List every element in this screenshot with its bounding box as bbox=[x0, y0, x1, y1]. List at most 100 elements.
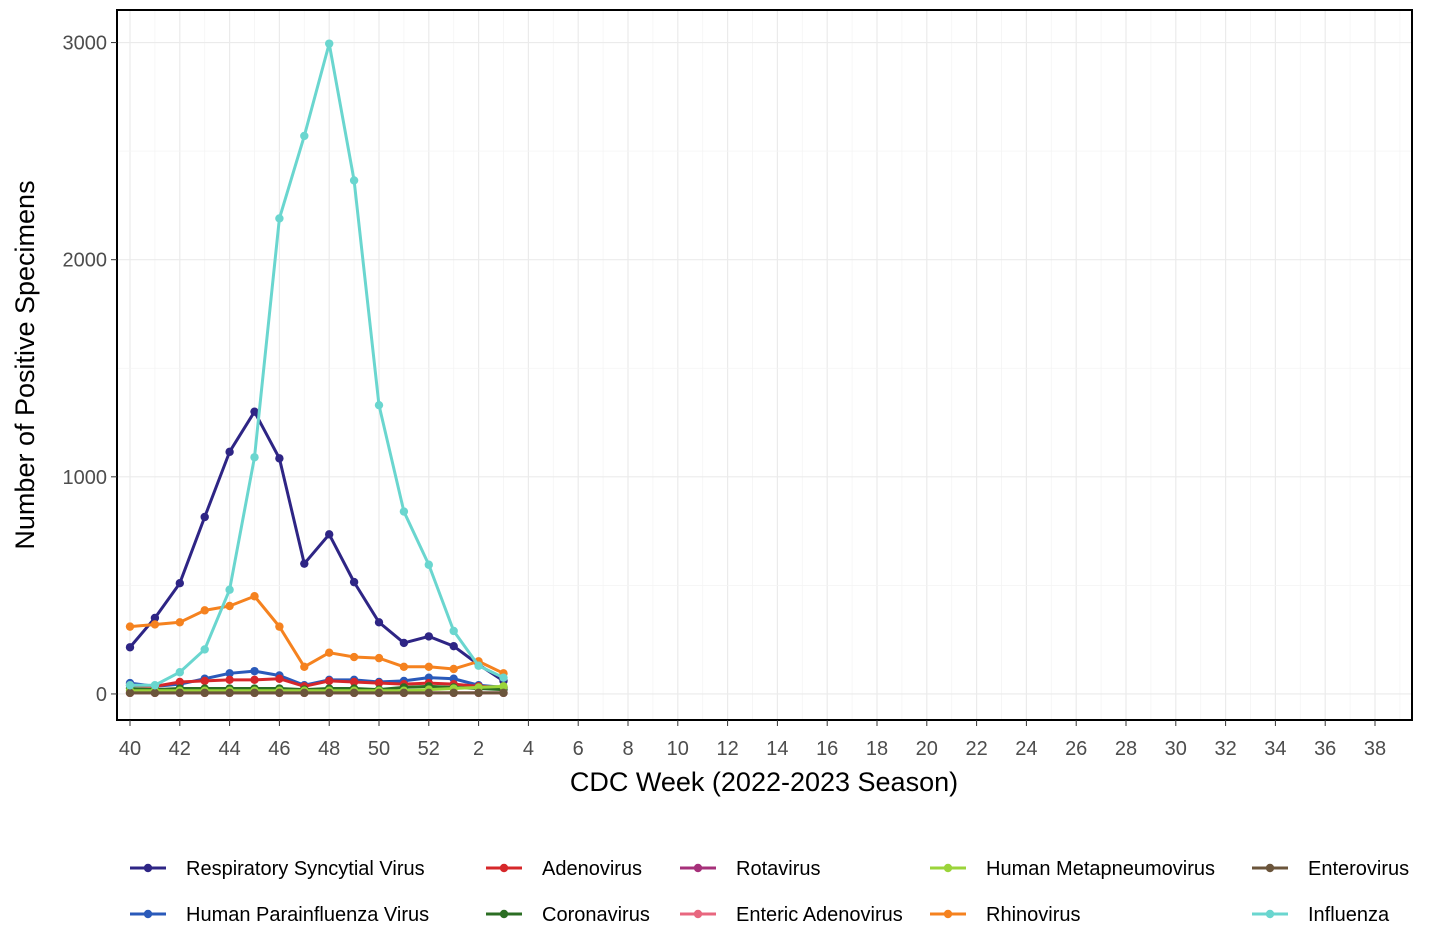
data-point bbox=[150, 688, 160, 698]
data-point bbox=[325, 676, 334, 686]
legend-item: Rotavirus bbox=[680, 858, 820, 880]
legend-label: Human Parainfluenza Virus bbox=[186, 904, 429, 926]
legend-key-point bbox=[693, 863, 703, 873]
legend-label: Rotavirus bbox=[736, 858, 820, 880]
series-line bbox=[129, 594, 505, 675]
x-tick-label: 4 bbox=[523, 738, 534, 760]
data-point bbox=[374, 653, 384, 663]
data-point bbox=[250, 675, 259, 685]
y-tick-label: 1000 bbox=[63, 467, 108, 489]
legend-key-point bbox=[1265, 863, 1275, 873]
legend-key-point bbox=[143, 909, 153, 919]
data-point bbox=[175, 579, 184, 588]
data-point bbox=[250, 666, 259, 676]
data-point bbox=[200, 688, 209, 698]
data-point bbox=[325, 530, 334, 539]
data-point bbox=[349, 688, 359, 698]
data-point bbox=[424, 688, 433, 698]
y-axis: 0 1000 2000 3000 bbox=[63, 33, 117, 706]
x-tick-label: 40 bbox=[119, 738, 141, 760]
data-point bbox=[250, 453, 259, 462]
legend-item: Human Metapneumovirus bbox=[930, 858, 1215, 880]
x-tick-label: 44 bbox=[218, 738, 240, 760]
legend-item: Respiratory Syncytial Virus bbox=[130, 858, 425, 880]
legend-key-point bbox=[143, 863, 153, 873]
data-point bbox=[300, 662, 309, 672]
data-point bbox=[399, 688, 409, 698]
data-point bbox=[449, 626, 458, 636]
data-point bbox=[225, 447, 234, 457]
data-point bbox=[225, 688, 234, 698]
data-point bbox=[325, 648, 334, 657]
data-point bbox=[499, 688, 508, 698]
x-tick-label: 26 bbox=[1065, 738, 1087, 760]
y-tick-label: 0 bbox=[96, 684, 107, 706]
data-point bbox=[300, 688, 309, 698]
data-point bbox=[424, 632, 433, 641]
data-point bbox=[225, 669, 234, 678]
legend-key-point bbox=[943, 909, 953, 919]
data-point bbox=[374, 618, 384, 627]
x-tick-label: 12 bbox=[716, 738, 738, 760]
series-line bbox=[129, 684, 504, 692]
data-point bbox=[374, 688, 384, 698]
data-point bbox=[200, 512, 209, 522]
data-point bbox=[200, 645, 209, 654]
series-line bbox=[130, 42, 505, 687]
data-point bbox=[300, 131, 309, 141]
x-axis-title: CDC Week (2022-2023 Season) bbox=[570, 767, 958, 797]
data-point bbox=[275, 688, 284, 698]
data-point bbox=[125, 643, 135, 652]
data-point bbox=[175, 677, 184, 687]
data-point bbox=[499, 682, 508, 691]
legend-item: Influenza bbox=[1252, 904, 1390, 926]
data-point bbox=[325, 688, 334, 698]
data-point bbox=[275, 674, 284, 683]
data-point bbox=[374, 400, 384, 410]
data-point bbox=[275, 622, 284, 631]
legend-item: Enterovirus bbox=[1252, 858, 1409, 880]
legend-label: Coronavirus bbox=[542, 904, 650, 926]
data-point bbox=[125, 688, 135, 698]
data-point bbox=[175, 618, 184, 627]
data-point bbox=[225, 585, 234, 594]
series-line bbox=[128, 410, 505, 683]
data-point bbox=[150, 681, 160, 690]
data-point bbox=[424, 662, 433, 672]
data-point bbox=[399, 638, 409, 648]
series-enterovirus bbox=[125, 688, 508, 698]
legend-label: Rhinovirus bbox=[986, 904, 1080, 926]
data-point bbox=[449, 641, 458, 651]
series-line bbox=[130, 684, 504, 693]
data-point bbox=[349, 176, 359, 185]
legend-label: Adenovirus bbox=[542, 858, 642, 880]
x-tick-label: 42 bbox=[169, 738, 191, 760]
data-point bbox=[250, 688, 259, 698]
data-point bbox=[349, 677, 359, 687]
series-influenza bbox=[125, 39, 508, 690]
data-point bbox=[275, 454, 284, 463]
data-point bbox=[225, 675, 234, 685]
x-tick-label: 30 bbox=[1165, 738, 1187, 760]
x-tick-label: 46 bbox=[268, 738, 290, 760]
x-tick-label: 18 bbox=[866, 738, 888, 760]
legend-key-point bbox=[499, 909, 509, 919]
x-tick-label: 28 bbox=[1115, 738, 1137, 760]
data-point bbox=[125, 681, 135, 690]
data-point bbox=[449, 664, 458, 674]
data-point bbox=[449, 688, 458, 698]
data-point bbox=[250, 407, 259, 416]
plot-border bbox=[116, 9, 1413, 721]
grid-lines bbox=[117, 10, 1412, 720]
x-tick-label: 48 bbox=[318, 738, 340, 760]
data-point bbox=[424, 560, 433, 569]
data-point bbox=[200, 676, 209, 686]
data-point bbox=[175, 688, 184, 698]
legend-key-point bbox=[499, 863, 509, 873]
series-line bbox=[129, 677, 504, 689]
x-tick-label: 6 bbox=[573, 738, 584, 760]
data-point bbox=[175, 668, 184, 677]
data-point bbox=[250, 592, 259, 601]
data-point bbox=[300, 559, 309, 568]
